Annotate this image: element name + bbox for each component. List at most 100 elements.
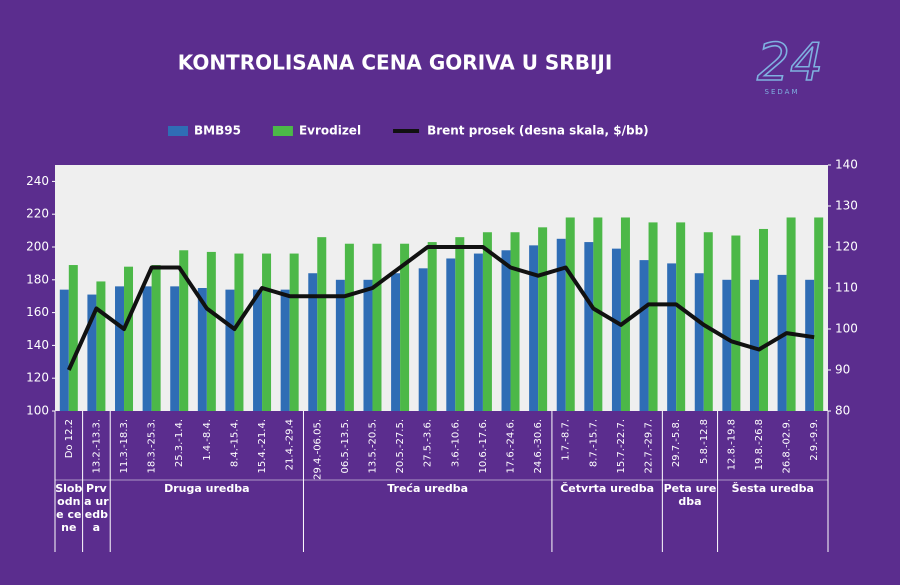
bar (482, 232, 492, 411)
x-tick-label: 1.7.-8.7. (561, 419, 572, 461)
legend-label: Evrodizel (299, 124, 361, 138)
group-label: Slobodne cene (55, 482, 83, 534)
bar (501, 250, 511, 411)
logo-label: SEDAM (765, 88, 800, 96)
bar (694, 273, 704, 411)
x-tick-label: 17.6.-24.6. (506, 419, 517, 474)
x-tick-label: 11.3.-18.3. (119, 419, 130, 474)
bar (676, 222, 686, 411)
bar (731, 235, 741, 411)
y-tick-label: 120 (26, 371, 49, 385)
x-tick-label: 12.8.-19.8 (726, 419, 737, 470)
y-tick-label: 220 (26, 207, 49, 221)
x-tick-label: 15.7.-22.7. (616, 419, 627, 474)
bar (786, 217, 796, 411)
x-tick-label: 18.3.-25.3. (147, 419, 158, 474)
bar (234, 253, 244, 411)
legend-label: Brent prosek (desna skala, $/bb) (427, 124, 649, 138)
y2-tick-label: 140 (835, 158, 858, 172)
x-tick-label: 06.5.-13.5. (340, 419, 351, 474)
y-tick-label: 200 (26, 240, 49, 254)
group-label: Šesta uredba (731, 482, 814, 495)
x-tick-label: Do 12.2 (64, 419, 75, 458)
bar (124, 266, 134, 411)
bar (611, 248, 621, 411)
legend-label: BMB95 (194, 124, 241, 138)
bar (556, 238, 566, 411)
bar (446, 258, 456, 411)
bar (280, 289, 290, 411)
x-tick-label: 29.7.-5.8. (671, 419, 682, 467)
bar (344, 243, 354, 411)
x-tick-label: 19.8.-26.8 (754, 419, 765, 470)
x-tick-label: 26.8.-02.9. (782, 419, 793, 474)
x-tick-label: 15.4.-21.4. (257, 419, 268, 474)
x-tick-label: 5.8.-12.8 (699, 419, 710, 464)
bar (151, 265, 161, 411)
y-tick-label: 160 (26, 305, 49, 319)
y2-tick-label: 100 (835, 322, 858, 336)
bar (648, 222, 658, 411)
bar (639, 260, 649, 411)
bar (473, 253, 483, 411)
legend-swatch (272, 126, 293, 136)
logo-number: 24 (757, 33, 823, 93)
group-box: Četvrta uredba (560, 482, 655, 495)
group-box: Druga uredba (164, 482, 250, 495)
y-tick-label: 100 (26, 404, 49, 418)
bar (363, 279, 373, 411)
group-label: Prva uredba (84, 482, 109, 534)
bar (758, 228, 768, 411)
bar (197, 288, 207, 411)
bar (391, 273, 401, 411)
group-box: Prva uredba (84, 482, 109, 534)
x-tick-label: 27.5.-3.6. (423, 419, 434, 467)
x-tick-label: 21.4.-29.4 (285, 419, 296, 470)
y2-tick-label: 90 (835, 363, 850, 377)
y2-tick-label: 120 (835, 240, 858, 254)
x-tick-label: 3.6.-10.6. (450, 419, 461, 467)
bar (749, 279, 759, 411)
bar (455, 237, 465, 411)
x-tick-label: 20.5.-27.5. (395, 419, 406, 474)
y2-tick-label: 110 (835, 281, 858, 295)
bar (427, 242, 437, 411)
bar (418, 268, 428, 411)
bar (289, 253, 299, 411)
group-box: Slobodne cene (55, 482, 83, 534)
bar (68, 265, 78, 411)
bar (510, 232, 520, 411)
group-box: Šesta uredba (731, 482, 814, 495)
y2-tick-label: 80 (835, 404, 850, 418)
group-label: Druga uredba (164, 482, 250, 495)
bar (142, 286, 152, 411)
group-label: Treća uredba (387, 482, 469, 495)
bar (179, 250, 189, 411)
group-label: Četvrta uredba (560, 482, 655, 495)
bar (335, 279, 345, 411)
bar (206, 251, 216, 411)
y-tick-label: 240 (26, 174, 49, 188)
x-tick-label: 2.9.-9.9. (809, 419, 820, 461)
chart-title: KONTROLISANA CENA GORIVA U SRBIJI (178, 51, 613, 75)
bar (308, 273, 318, 411)
bar (593, 217, 603, 411)
bar (372, 243, 382, 411)
x-tick-label: 24.6.-30.6. (533, 419, 544, 474)
x-tick-label: 10.6.-17.6. (478, 419, 489, 474)
group-box: Peta uredba (664, 482, 717, 508)
x-tick-label: 25.3.-1.4. (174, 419, 185, 467)
bar (262, 253, 272, 411)
bar (400, 243, 410, 411)
bar (538, 227, 548, 411)
bar (703, 232, 713, 411)
bar (96, 281, 106, 411)
bar (620, 217, 630, 411)
bar (565, 217, 575, 411)
bar (777, 274, 787, 411)
y-tick-label: 180 (26, 272, 49, 286)
bar (59, 289, 69, 411)
bar (317, 237, 327, 411)
x-tick-label: 22.7.-29.7. (644, 419, 655, 474)
